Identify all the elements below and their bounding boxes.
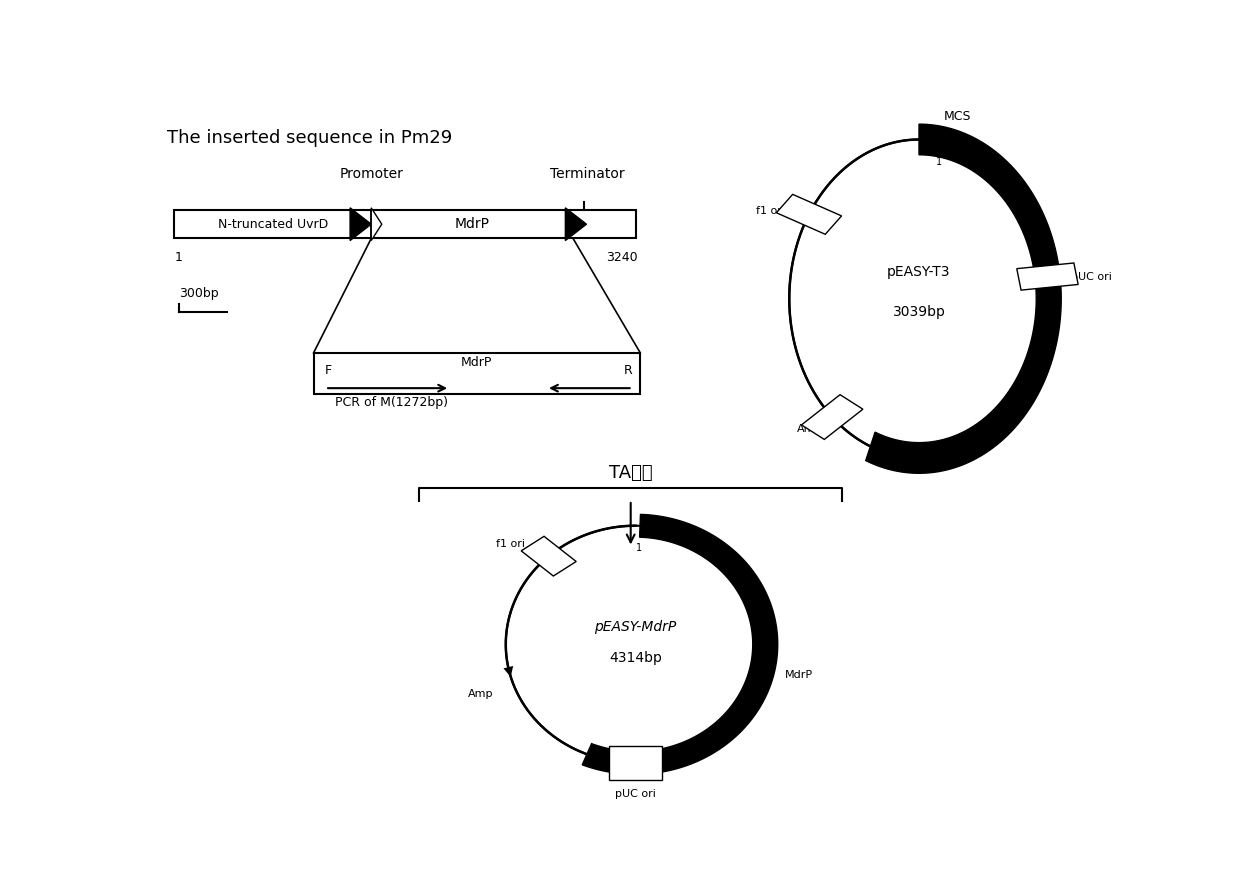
Text: f1 ori: f1 ori: [756, 206, 785, 216]
Text: MdrP: MdrP: [785, 670, 813, 680]
Text: f1 ori: f1 ori: [496, 539, 525, 549]
Text: 3240: 3240: [606, 251, 637, 264]
Text: Amp: Amp: [797, 424, 822, 434]
Polygon shape: [565, 208, 587, 240]
Text: 1: 1: [174, 251, 182, 264]
Polygon shape: [371, 208, 382, 240]
Text: MdrP: MdrP: [461, 356, 492, 370]
Text: F: F: [325, 364, 332, 378]
Polygon shape: [609, 746, 662, 780]
Polygon shape: [350, 208, 371, 240]
Text: 1: 1: [636, 543, 642, 553]
Polygon shape: [521, 536, 577, 576]
Polygon shape: [776, 194, 842, 234]
Text: MCS: MCS: [944, 110, 971, 123]
Text: R: R: [624, 364, 632, 378]
Polygon shape: [866, 124, 1061, 473]
Text: pUC ori: pUC ori: [1071, 272, 1112, 282]
Text: pEASY-T3: pEASY-T3: [888, 265, 951, 279]
Text: 300bp: 300bp: [179, 287, 218, 300]
Text: The inserted sequence in Pm29: The inserted sequence in Pm29: [166, 129, 451, 147]
Text: TA克隆: TA克隆: [609, 464, 652, 481]
Text: Promoter: Promoter: [340, 167, 403, 181]
Text: MdrP: MdrP: [455, 217, 490, 231]
Polygon shape: [923, 130, 971, 149]
Text: 3039bp: 3039bp: [893, 305, 945, 319]
Text: pEASY-MdrP: pEASY-MdrP: [594, 620, 677, 634]
Text: PCR of M(1272bp): PCR of M(1272bp): [335, 396, 448, 409]
Text: Amp: Amp: [469, 689, 494, 700]
Polygon shape: [1017, 263, 1078, 290]
Text: 1: 1: [936, 158, 942, 167]
Text: N-truncated UvrD: N-truncated UvrD: [217, 217, 327, 231]
Text: 4314bp: 4314bp: [609, 651, 662, 665]
FancyBboxPatch shape: [314, 353, 640, 393]
FancyBboxPatch shape: [174, 210, 635, 238]
Text: Terminator: Terminator: [551, 167, 625, 181]
Polygon shape: [801, 395, 863, 439]
Text: pUC ori: pUC ori: [615, 788, 656, 799]
Polygon shape: [583, 515, 777, 774]
